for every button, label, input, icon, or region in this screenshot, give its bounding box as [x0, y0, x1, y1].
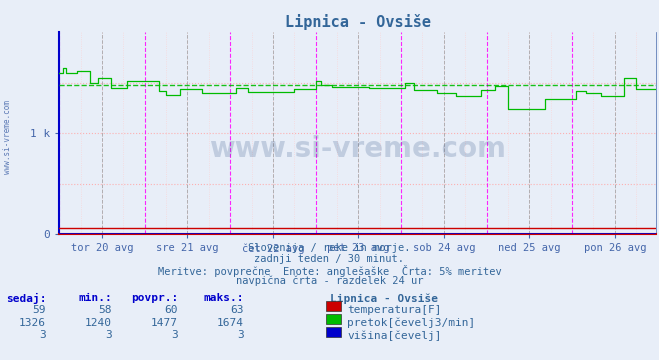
Text: 3: 3	[171, 330, 178, 340]
Text: Meritve: povprečne  Enote: anglešaške  Črta: 5% meritev: Meritve: povprečne Enote: anglešaške Črt…	[158, 265, 501, 276]
Text: povpr.:: povpr.:	[130, 293, 178, 303]
Text: Lipnica - Ovsiše: Lipnica - Ovsiše	[330, 293, 438, 304]
Text: 3: 3	[40, 330, 46, 340]
Text: 1674: 1674	[217, 318, 244, 328]
Text: www.si-vreme.com: www.si-vreme.com	[3, 100, 13, 174]
Text: pretok[čevelj3/min]: pretok[čevelj3/min]	[347, 318, 476, 328]
Text: 59: 59	[33, 305, 46, 315]
Text: Slovenija / reke in morje.: Slovenija / reke in morje.	[248, 243, 411, 253]
Title: Lipnica - Ovsiše: Lipnica - Ovsiše	[285, 14, 430, 30]
Text: 60: 60	[165, 305, 178, 315]
Text: zadnji teden / 30 minut.: zadnji teden / 30 minut.	[254, 254, 405, 264]
Text: 3: 3	[105, 330, 112, 340]
Text: 1240: 1240	[85, 318, 112, 328]
Text: 3: 3	[237, 330, 244, 340]
Text: maks.:: maks.:	[204, 293, 244, 303]
Text: 63: 63	[231, 305, 244, 315]
Text: temperatura[F]: temperatura[F]	[347, 305, 442, 315]
Text: sedaj:: sedaj:	[6, 293, 46, 305]
Text: 1477: 1477	[151, 318, 178, 328]
Text: višina[čevelj]: višina[čevelj]	[347, 330, 442, 341]
Text: min.:: min.:	[78, 293, 112, 303]
Text: navpična črta - razdelek 24 ur: navpična črta - razdelek 24 ur	[236, 275, 423, 286]
Text: 58: 58	[99, 305, 112, 315]
Text: www.si-vreme.com: www.si-vreme.com	[209, 135, 506, 163]
Text: 1326: 1326	[19, 318, 46, 328]
